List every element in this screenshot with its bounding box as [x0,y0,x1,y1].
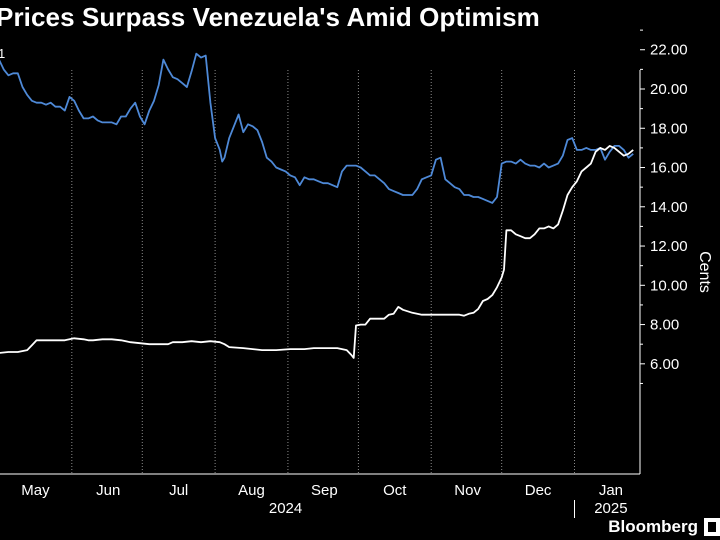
x-tick-label-2: Jul [169,482,188,499]
x-axis: May Jun Jul Aug Sep Oct Nov Dec Jan 2024 2025 [0,473,640,518]
x-tick-label-3: Aug [238,482,265,499]
y-tick-label-6: 18.00 [650,120,688,137]
source-label: Bloomberg [608,517,698,536]
y-axis: 6.00 8.00 10.00 12.00 14.00 16.00 18.00 20.00 22… [639,29,688,474]
y-tick-label-0: 6.00 [650,356,679,373]
x-tick-label-8: Jan [599,482,623,499]
series-line-1 [0,145,634,359]
y-tick-label-4: 14.00 [650,199,688,216]
x-year-label-1: 2025 [594,500,627,517]
series-lines [0,52,634,359]
gridlines [71,70,576,474]
y-axis-label: Cents [696,251,713,293]
x-tick-label-1: Jun [96,482,120,499]
x-tick-label-4: Sep [311,482,338,499]
x-tick-label-0: May [21,482,50,499]
y-tick-label-8: 22.00 [650,42,688,59]
y-tick-label-2: 10.00 [650,277,688,294]
y-tick-label-3: 12.00 [650,238,688,255]
bloomberg-logo-icon [704,518,720,536]
y-tick-label-1: 8.00 [650,317,679,334]
unit-stub: 1 [0,46,6,61]
x-tick-label-7: Dec [525,482,552,499]
x-year-label-0: 2024 [269,500,302,517]
series-line-0 [0,52,634,204]
x-tick-label-5: Oct [383,482,407,499]
y-tick-label-5: 16.00 [650,160,688,177]
chart-title: Prices Surpass Venezuela's Amid Optimism [0,2,540,32]
y-tick-label-7: 20.00 [650,81,688,98]
x-tick-label-6: Nov [454,482,481,499]
